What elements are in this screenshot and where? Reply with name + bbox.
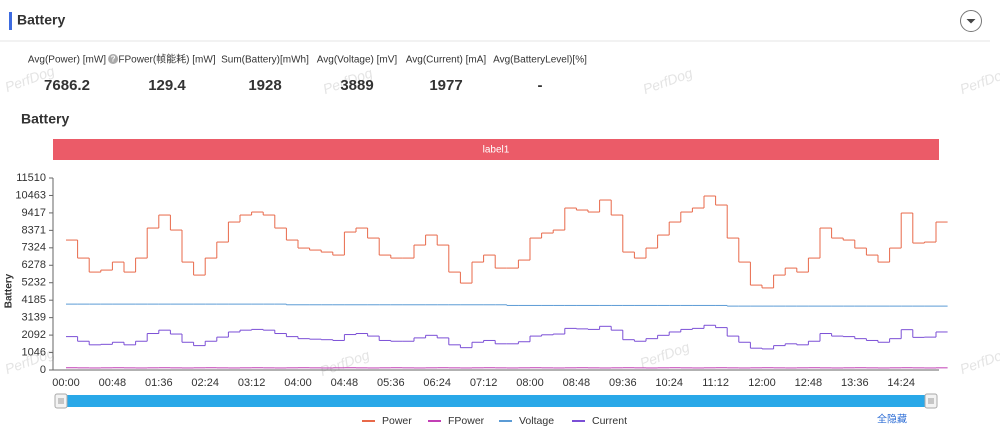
y-tick-label: 6278	[22, 259, 46, 271]
x-tick-label: 07:12	[470, 377, 498, 389]
x-tick-label: 09:36	[609, 377, 637, 389]
stat-label: Avg(BatteryLevel)[%]	[493, 55, 587, 66]
x-tick-label: 12:00	[748, 377, 776, 389]
legend-item[interactable]: FPower	[428, 415, 485, 427]
x-tick-label: 03:12	[238, 377, 266, 389]
x-tick-label: 04:00	[284, 377, 312, 389]
stat-value: 1977	[429, 77, 462, 94]
x-tick-label: 12:48	[795, 377, 823, 389]
stat-label: FPower(帧能耗) [mW]	[118, 53, 215, 66]
panel-title: Battery	[17, 12, 65, 28]
y-tick-label: 2092	[22, 329, 46, 341]
x-tick-label: 00:00	[52, 377, 80, 389]
x-tick-label: 11:12	[702, 377, 729, 389]
help-icon-glyph: ?	[111, 55, 116, 64]
x-tick-label: 02:24	[191, 377, 219, 389]
x-tick-label: 13:36	[841, 377, 869, 389]
title-accent	[9, 12, 12, 30]
zoom-slider[interactable]	[54, 393, 938, 409]
watermark: PerfDog	[318, 346, 372, 379]
x-tick-label: 10:24	[655, 377, 683, 389]
stat-value: 129.4	[148, 77, 186, 94]
y-tick-label: 7324	[22, 242, 46, 254]
x-tick-label: 08:00	[516, 377, 544, 389]
x-tick-label: 14:24	[887, 377, 915, 389]
legend-label: Voltage	[519, 415, 554, 427]
legend-item[interactable]: Voltage	[499, 415, 554, 427]
y-tick-label: 0	[40, 364, 46, 376]
collapse-button[interactable]	[960, 10, 982, 32]
x-tick-label: 04:48	[331, 377, 359, 389]
y-tick-label: 3139	[22, 312, 46, 324]
chart-title: Battery	[21, 111, 69, 127]
stat-label: Avg(Current) [mA]	[406, 55, 487, 66]
watermark: PerfDog	[638, 338, 692, 371]
watermark: PerfDog	[641, 64, 695, 97]
hide-all-link[interactable]: 全隐藏	[877, 413, 907, 426]
legend-label: Current	[592, 415, 627, 427]
x-tick-label: 05:36	[377, 377, 405, 389]
x-tick-label: 00:48	[99, 377, 127, 389]
stat-value: 1928	[248, 77, 281, 94]
series-line	[66, 303, 948, 307]
label-band	[53, 139, 939, 160]
y-tick-label: 5232	[22, 277, 46, 289]
legend-item[interactable]: Current	[572, 415, 627, 427]
stat-label: Avg(Power) [mW]	[28, 55, 106, 66]
y-tick-label: 11510	[16, 172, 46, 184]
legend-label: Power	[382, 415, 412, 427]
y-tick-label: 10463	[15, 189, 46, 201]
y-axis-label: Battery	[4, 273, 15, 308]
y-tick-label: 9417	[22, 207, 46, 219]
x-tick-label: 06:24	[423, 377, 451, 389]
y-tick-label: 4185	[22, 294, 46, 306]
y-tick-label: 8371	[22, 224, 46, 236]
stat-label: Sum(Battery)[mWh]	[221, 55, 309, 66]
watermark: PerfDog	[958, 344, 1000, 377]
watermark: PerfDog	[958, 64, 1000, 97]
label-band-text: label1	[483, 145, 510, 156]
y-tick-label: 1046	[22, 346, 46, 358]
stat-label: Avg(Voltage) [mV]	[317, 55, 398, 66]
series-line	[66, 195, 948, 289]
stat-value: -	[538, 77, 543, 94]
stat-value: 3889	[340, 77, 373, 94]
x-tick-label: 01:36	[145, 377, 173, 389]
x-tick-label: 08:48	[563, 377, 591, 389]
legend-label: FPower	[448, 415, 485, 427]
legend-item[interactable]: Power	[362, 415, 412, 427]
stat-value: 7686.2	[44, 77, 90, 94]
series-line	[66, 324, 948, 350]
help-icon[interactable]	[108, 54, 119, 64]
